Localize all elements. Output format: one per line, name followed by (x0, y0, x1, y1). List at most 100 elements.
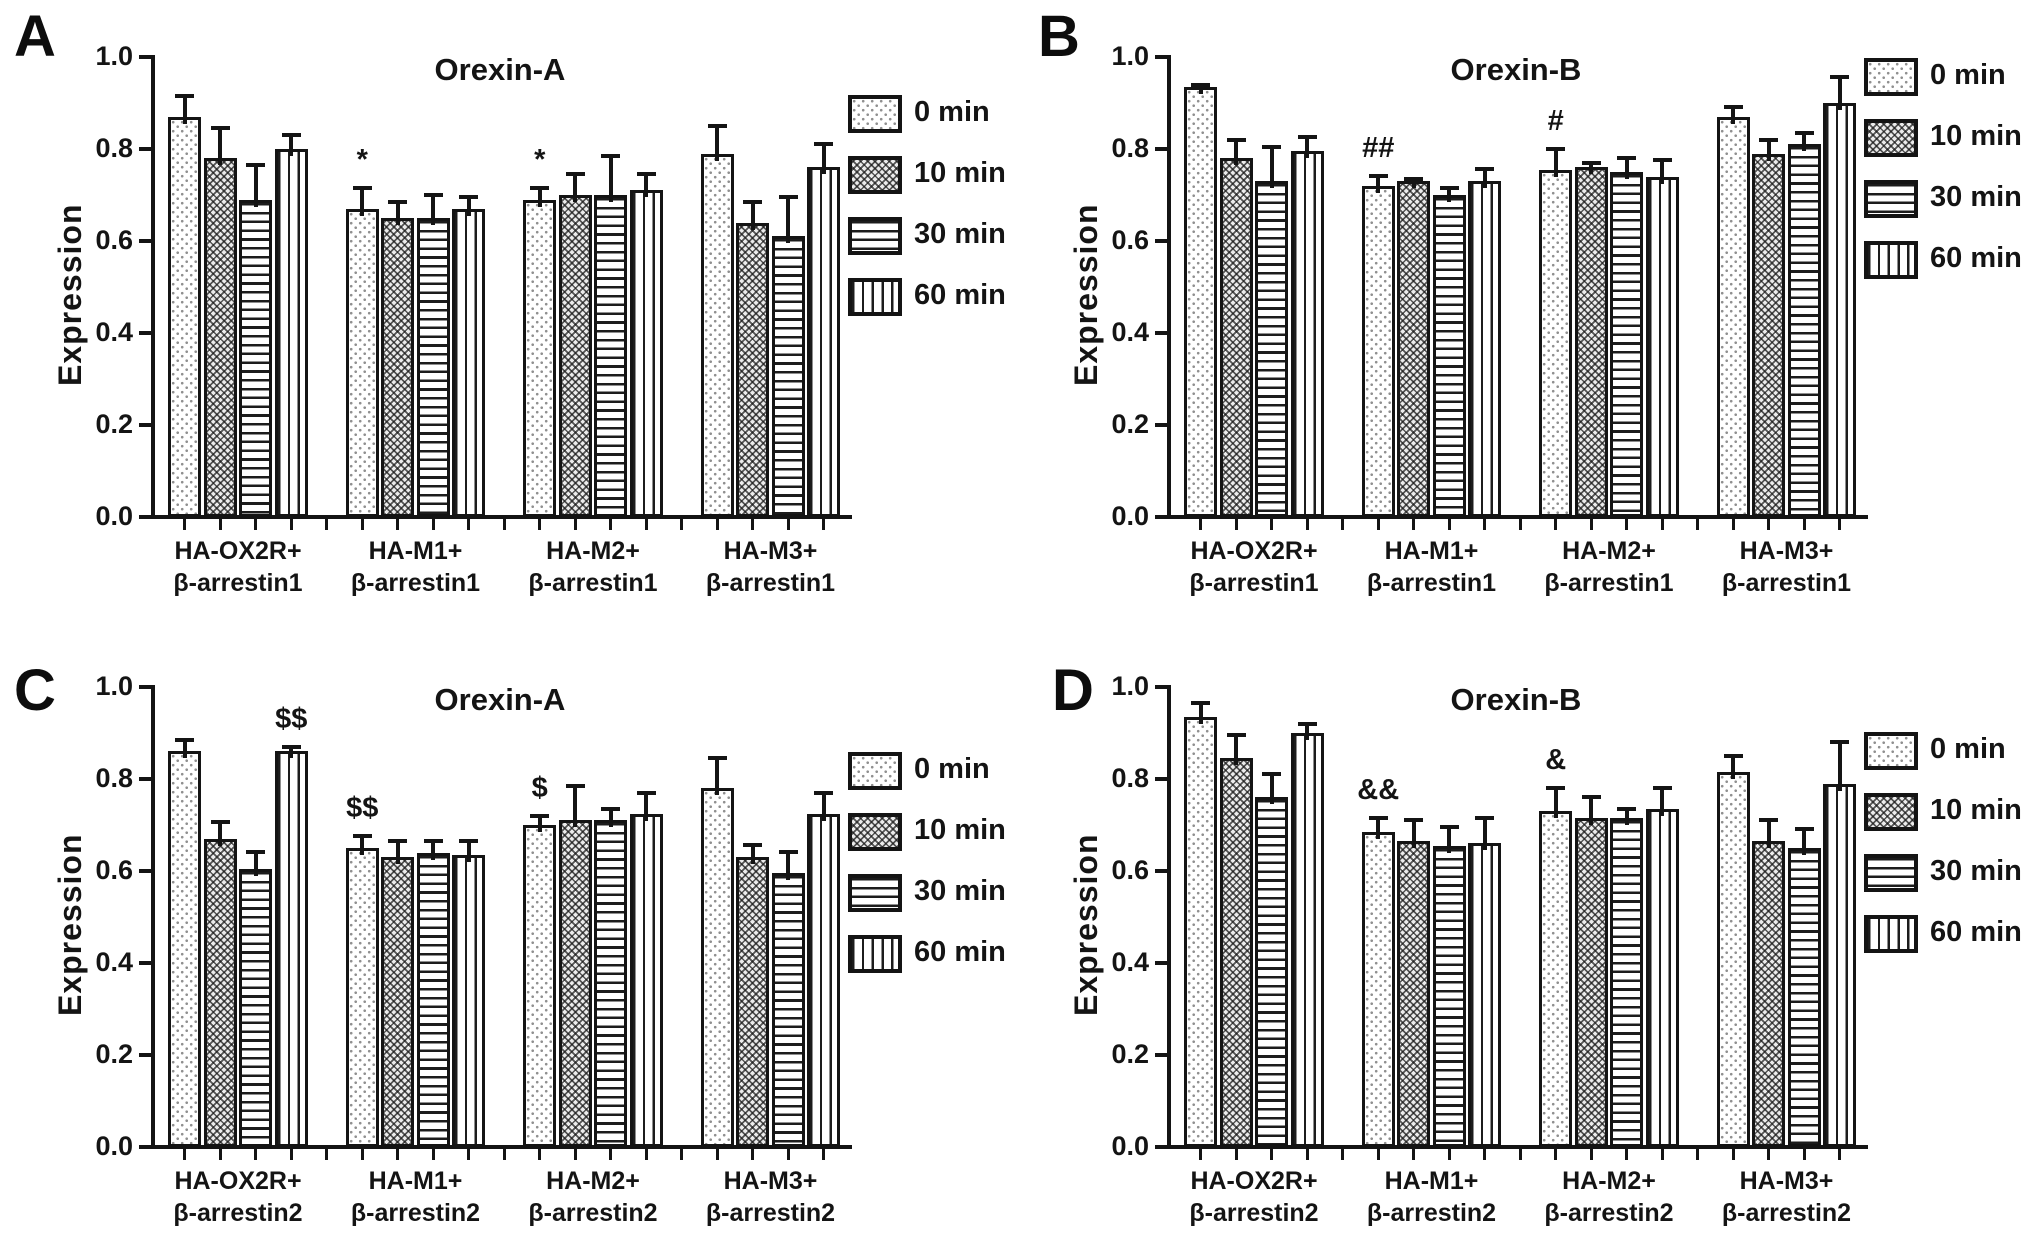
group-label-line1: HA-M3+ (723, 537, 818, 565)
error-bar-stem (1411, 820, 1416, 849)
error-bar-stem (1589, 797, 1594, 826)
legend-label: 0 min (914, 96, 990, 128)
bar (239, 199, 273, 517)
group-label-line1: HA-OX2R+ (174, 1167, 302, 1195)
error-bar-cap (1226, 137, 1246, 142)
error-bar-stem (821, 792, 826, 821)
panel-C: C Orexin-A Expression 0.0 0.2 0.4 0.6 0.8 1.0… (0, 630, 1015, 1259)
group-label-line1: HA-OX2R+ (174, 537, 302, 565)
error-bar-stem (1411, 178, 1416, 189)
group-label-line2: β-arrestin2 (1366, 1199, 1497, 1227)
bar (381, 857, 415, 1147)
y-tick (139, 777, 151, 781)
group-label-line2: β-arrestin2 (1544, 1199, 1674, 1227)
error-bar-stem (750, 845, 755, 865)
y-tick-label: 0.4 (1111, 317, 1149, 347)
x-tick (1412, 1149, 1416, 1160)
y-tick (1155, 961, 1167, 965)
x-tick (1660, 519, 1664, 530)
significance-annotation: && (1357, 773, 1400, 806)
x-tick (1341, 519, 1345, 530)
error-bar-cap (707, 756, 727, 760)
y-axis (151, 685, 155, 1149)
error-bar-stem (218, 128, 223, 166)
legend-swatch (848, 935, 902, 973)
bar (771, 873, 805, 1147)
x-tick (254, 1149, 258, 1160)
error-bar-cap (459, 195, 479, 199)
legend-label: 30 min (1930, 181, 2022, 213)
error-bar-cap (1830, 739, 1850, 744)
bar (274, 751, 308, 1147)
group-label-line1: HA-M1+ (368, 537, 463, 565)
bar (1397, 841, 1431, 1147)
bar (381, 218, 415, 517)
error-bar-stem (644, 174, 649, 198)
group-label-line1: HA-M2+ (546, 537, 640, 565)
x-tick (325, 1149, 329, 1160)
group-label-line2: β-arrestin2 (350, 1199, 481, 1227)
error-bar-cap (246, 850, 266, 855)
group-label-line1: HA-M1+ (1384, 1167, 1479, 1195)
bar (345, 848, 379, 1147)
significance-annotation: & (1545, 743, 1567, 776)
error-bar-cap (1439, 825, 1459, 829)
panel-letter: B (1038, 4, 1080, 69)
bar (1752, 153, 1786, 517)
group-label-line2: β-arrestin1 (528, 569, 658, 597)
error-bar-stem (608, 155, 613, 202)
y-tick-label: 0.2 (95, 409, 133, 439)
x-tick (502, 519, 506, 530)
error-bar-cap (1581, 795, 1601, 800)
legend-label: 60 min (914, 279, 1006, 311)
group-label-line2: β-arrestin2 (1721, 1199, 1852, 1227)
error-bar-stem (1589, 162, 1594, 175)
y-tick (1155, 239, 1167, 243)
y-tick (139, 239, 151, 243)
error-bar-stem (1766, 139, 1771, 161)
x-tick (1625, 519, 1629, 530)
error-bar-stem (715, 125, 720, 161)
x-tick (680, 519, 684, 530)
bar (558, 195, 592, 517)
group-label-line2: β-arrestin1 (1721, 569, 1852, 597)
error-bar-cap (1759, 818, 1779, 823)
x-tick (1554, 519, 1558, 530)
error-bar-cap (1475, 815, 1495, 820)
x-tick (573, 1149, 577, 1160)
x-tick (1518, 519, 1522, 530)
legend-label: 60 min (1930, 916, 2022, 948)
error-bar-stem (1624, 157, 1629, 179)
bar (1539, 811, 1573, 1147)
bar (771, 236, 805, 517)
bar (558, 820, 592, 1147)
error-bar-cap (1262, 772, 1282, 777)
error-bar-stem (289, 134, 294, 156)
group-label-line2: β-arrestin1 (1544, 569, 1674, 597)
error-bar-cap (1652, 158, 1672, 163)
x-tick (644, 1149, 648, 1160)
bar (416, 218, 450, 517)
bar (1645, 176, 1679, 517)
x-tick (218, 519, 222, 530)
error-bar-cap (636, 172, 656, 176)
y-tick (139, 423, 151, 427)
y-tick (139, 869, 151, 873)
x-tick (538, 1149, 542, 1160)
x-tick (822, 519, 826, 530)
x-tick (822, 1149, 826, 1160)
x-tick (183, 519, 187, 530)
error-bar-stem (644, 792, 649, 821)
x-tick (644, 519, 648, 530)
error-bar-cap (743, 843, 763, 848)
error-bar-cap (1546, 146, 1566, 151)
group-label-line1: HA-M2+ (546, 1167, 640, 1195)
group-label-line1: HA-M1+ (368, 1167, 463, 1195)
error-bar-stem (1624, 808, 1629, 826)
legend-swatch (1864, 58, 1918, 96)
x-tick (1802, 1149, 1806, 1160)
bar (807, 813, 841, 1147)
bar (1787, 144, 1821, 517)
x-tick (1305, 1149, 1309, 1160)
x-tick (786, 519, 790, 530)
